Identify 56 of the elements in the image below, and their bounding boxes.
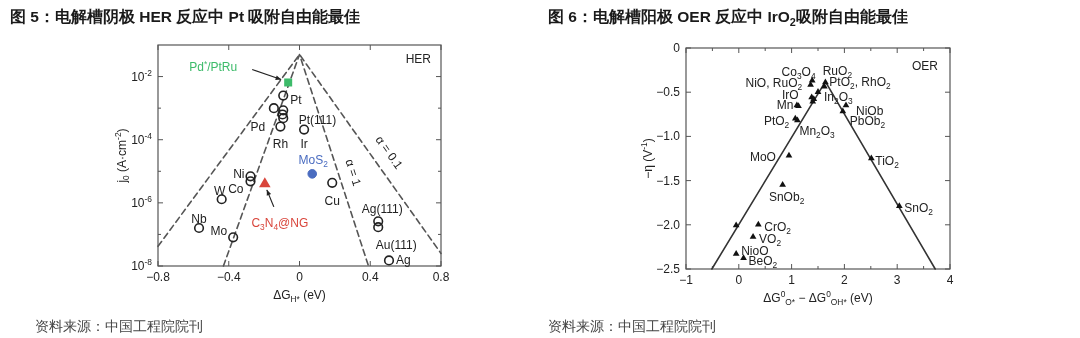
text: Pd$^{*}$/PtRu [189,58,238,75]
annotation: α = 0.1 [372,133,406,172]
annotation: Nb [191,211,208,226]
annotation: Cu [324,193,340,208]
y-tick-label: 0 [673,41,681,55]
x-axis-title: ΔG$^{0}$$_{O*}$ − ΔG$^{0}$$_{OH*}$ (eV) [763,289,873,307]
annotation: Pt(111) [298,113,337,128]
annotation: HER [405,52,432,66]
chart-title: 图 5：电解槽阴极 HER 反应中 Pt 吸附自由能最佳 [10,7,361,25]
annotation: α = 1 [342,157,365,189]
annotation: Ni [233,167,245,182]
annotation: TiO$_{2}$ [875,153,900,170]
y-tick-label: −2.5 [656,262,681,276]
annotation: Ir [300,136,308,151]
x-tick-label: −1 [679,273,694,287]
annotation: Pt [290,92,303,107]
y-tick-label: −2.0 [656,217,681,232]
x-tick-label: −0.4 [216,270,241,284]
text: 资料来源：中国工程院院刊 [35,318,203,334]
chart-title: 图 6：电解槽阳极 OER 反应中 IrO$_{2}$吸附自由能最佳 [548,7,908,28]
annotation: Ag [396,253,411,268]
y-tick-label: 10$^{-4}$ [131,130,153,147]
text: 资料来源：中国工程院院刊 [548,318,716,334]
annotation: Au(111) [375,238,417,253]
series-label: MoS$_{2}$ [298,152,329,169]
y-tick-label: −1.5 [656,173,681,188]
y-tick-label: 10$^{-2}$ [131,67,153,84]
x-tick-label: 0 [735,273,743,287]
y-tick-label: 10$^{-6}$ [131,194,153,210]
y-tick-label: −1.0 [656,129,681,144]
annotation: SnO$_{2}$ [904,201,934,218]
annotation: MoO [749,149,776,164]
x-tick-label: 2 [841,273,849,287]
annotation: PtO$_{2}$ [763,113,790,130]
y-tick-label: −0.5 [656,85,681,100]
x-axis-title: ΔG$_{H*}$ (eV) [273,288,326,304]
x-tick-label: 1 [788,273,796,287]
x-tick-label: 0.8 [432,270,450,284]
y-tick-label: 10$^{-8}$ [131,257,153,273]
annotation: Ag(111) [361,202,403,217]
annotation: Mn$_{2}$O$_{3}$ [799,123,836,140]
x-tick-label: 0 [296,270,304,284]
annotation: SnOb$_{2}$ [768,190,805,207]
annotation: In$_{2}$O$_{3}$ [824,90,854,107]
annotation: Mn [776,98,794,113]
annotation: Mo [210,224,228,239]
x-tick-label: 0.4 [361,270,379,284]
x-tick-label: −0.8 [146,270,171,284]
annotation: Pd [250,120,266,135]
annotation: W [214,184,227,199]
annotation: Rh [272,136,289,151]
x-tick-label: 3 [893,273,901,287]
x-tick-label: 4 [946,273,954,287]
text: C$_{3}$N$_{4}$@NG [251,215,309,232]
annotation: OER [911,59,939,73]
annotation: Co [228,182,244,197]
